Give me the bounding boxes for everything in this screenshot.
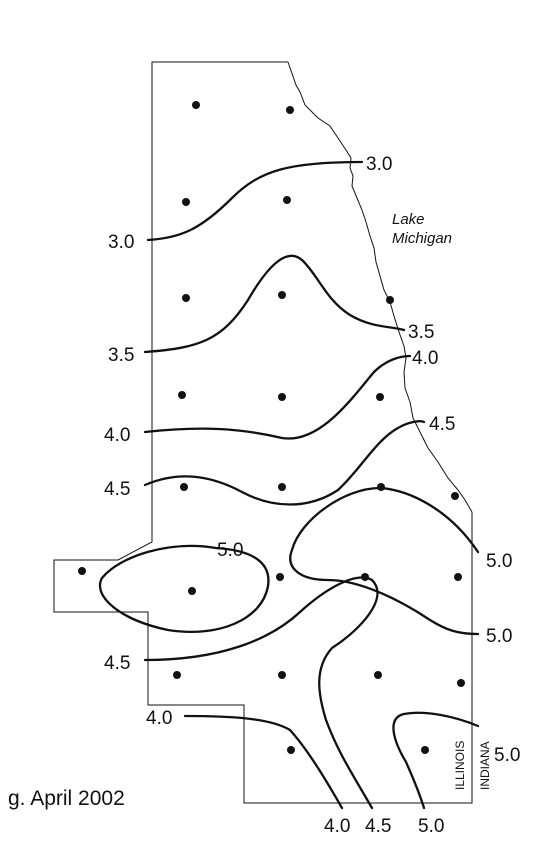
lake-label-line1: Lake [392,211,425,228]
lake-shoreline [287,61,473,513]
station-point [287,746,295,754]
contour-label: 5.0 [217,540,243,561]
station-point [192,101,200,109]
contour-5.0-upper [289,486,480,636]
contour-label: 5.0 [486,551,512,572]
contour-label: 4.5 [429,414,455,435]
station-point [286,106,294,114]
county-boundary [53,61,473,804]
contour-label: 3.5 [108,345,134,366]
station-point [276,573,284,581]
contour-value-labels: 3.0 3.0 3.5 3.5 4.0 4.0 4.5 4.5 5.0 5.0 … [104,154,520,837]
stations [78,101,465,754]
station-point [361,573,369,581]
station-point [182,198,190,206]
contour-5.0-loop [99,544,270,634]
station-point [454,573,462,581]
contour-label: 4.0 [324,816,350,837]
contour-label: 4.5 [104,653,130,674]
station-point [278,393,286,401]
contour-label: 5.0 [486,626,512,647]
station-point [386,296,394,304]
station-point [188,587,196,595]
contour-label: 4.0 [146,708,172,729]
contour-label: 5.0 [494,745,520,766]
figure-caption: g. April 2002 [8,787,125,810]
station-point [374,671,382,679]
station-point [457,679,465,687]
contour-3.0 [146,160,364,242]
contour-label: 4.5 [365,816,391,837]
contour-label: 3.0 [108,232,134,253]
contour-lines [99,160,480,810]
station-point [278,291,286,299]
station-point [178,391,186,399]
station-point [173,671,181,679]
station-point [377,483,385,491]
station-point [283,196,291,204]
contour-3.5 [143,254,406,354]
contour-label: 3.5 [408,322,434,343]
station-point [278,671,286,679]
contour-4.0-bottom [183,714,344,810]
station-point [376,393,384,401]
contour-4.5-bottom [143,576,379,810]
contour-label: 4.5 [104,479,130,500]
contour-4.0 [143,354,412,440]
station-point [421,746,429,754]
contour-label: 5.0 [418,816,444,837]
station-point [182,294,190,302]
lake-label-line2: Michigan [392,230,452,247]
contour-label: 4.0 [412,348,438,369]
contour-5.0-small [392,711,480,810]
contour-label: 4.0 [104,425,130,446]
station-point [78,567,86,575]
state-label-indiana: INDIANA [478,741,492,790]
state-label-illinois: ILLINOIS [453,741,467,790]
contour-label: 3.0 [366,154,392,175]
station-point [278,483,286,491]
contour-4.5-top [143,420,426,506]
station-point [451,492,459,500]
station-point [180,483,188,491]
